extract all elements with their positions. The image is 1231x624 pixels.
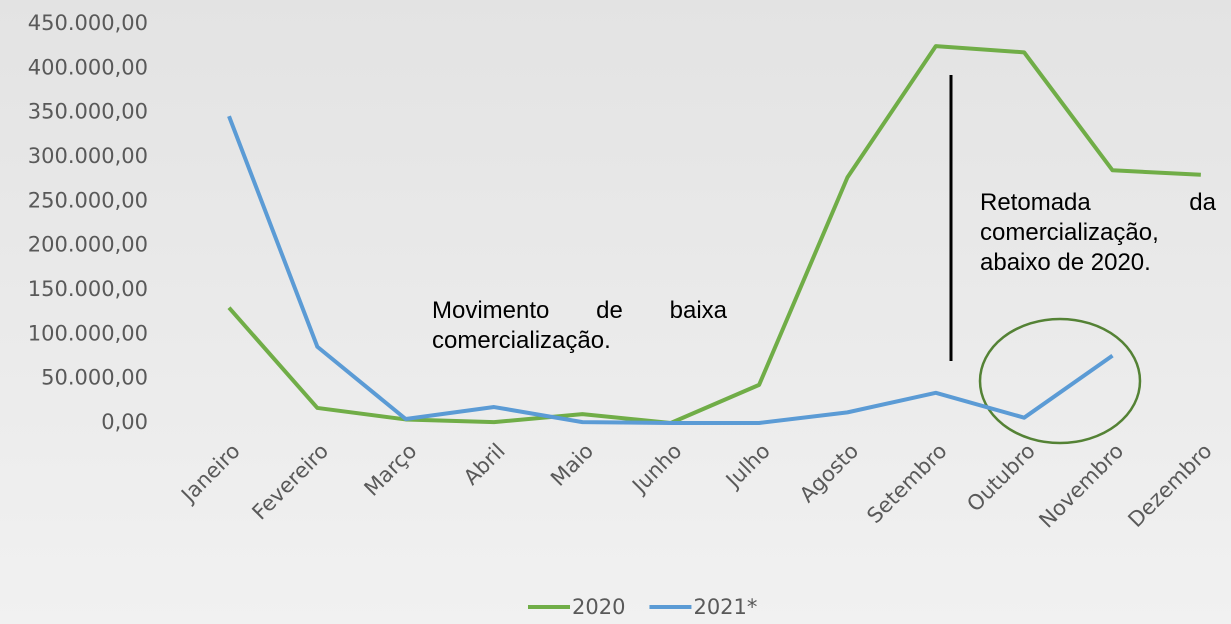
y-tick-label: 300.000,00	[28, 144, 148, 168]
legend-label: 2021*	[693, 595, 757, 619]
y-tick-label: 200.000,00	[28, 233, 148, 257]
annotation-line-text: Retomada da	[980, 189, 1216, 216]
annotation-line-text: Movimento de baixa	[432, 297, 727, 324]
annotation: Retomada da comercialização, abaixo de 202…	[980, 188, 1216, 278]
x-tick-label: Maio	[546, 439, 598, 491]
legend-label: 2020	[572, 595, 625, 619]
x-tick-label: Fevereiro	[247, 439, 333, 525]
annotation-line-text: comercialização,	[980, 219, 1159, 246]
annotation-line-text: comercialização.	[432, 327, 611, 354]
annotation-line-text: abaixo de 2020.	[980, 249, 1151, 276]
highlight-ellipse	[978, 317, 1142, 445]
annotation: Movimento de baixa comercialização.	[432, 296, 727, 356]
y-tick-label: 50.000,00	[41, 366, 148, 390]
y-tick-label: 450.000,00	[28, 11, 148, 35]
x-tick-label: Novembro	[1034, 439, 1128, 533]
x-tick-label: Setembro	[862, 439, 951, 528]
x-tick-label: Junho	[626, 439, 686, 499]
y-tick-label: 100.000,00	[28, 321, 148, 345]
x-tick-label: Abril	[459, 439, 510, 490]
y-tick-label: 350.000,00	[28, 100, 148, 124]
x-tick-label: Dezembro	[1123, 439, 1216, 532]
x-tick-label: Outubro	[962, 439, 1040, 517]
y-tick-label: 400.000,00	[28, 55, 148, 79]
series-line	[227, 44, 1201, 425]
x-tick-label: Agosto	[795, 439, 863, 507]
y-tick-label: 150.000,00	[28, 277, 148, 301]
x-tick-label: Janeiro	[175, 439, 244, 508]
y-tick-label: 0,00	[101, 410, 148, 434]
x-tick-label: Março	[360, 439, 422, 501]
x-tick-label: Julho	[720, 439, 775, 494]
y-tick-label: 250.000,00	[28, 188, 148, 212]
series-line	[227, 115, 1114, 425]
